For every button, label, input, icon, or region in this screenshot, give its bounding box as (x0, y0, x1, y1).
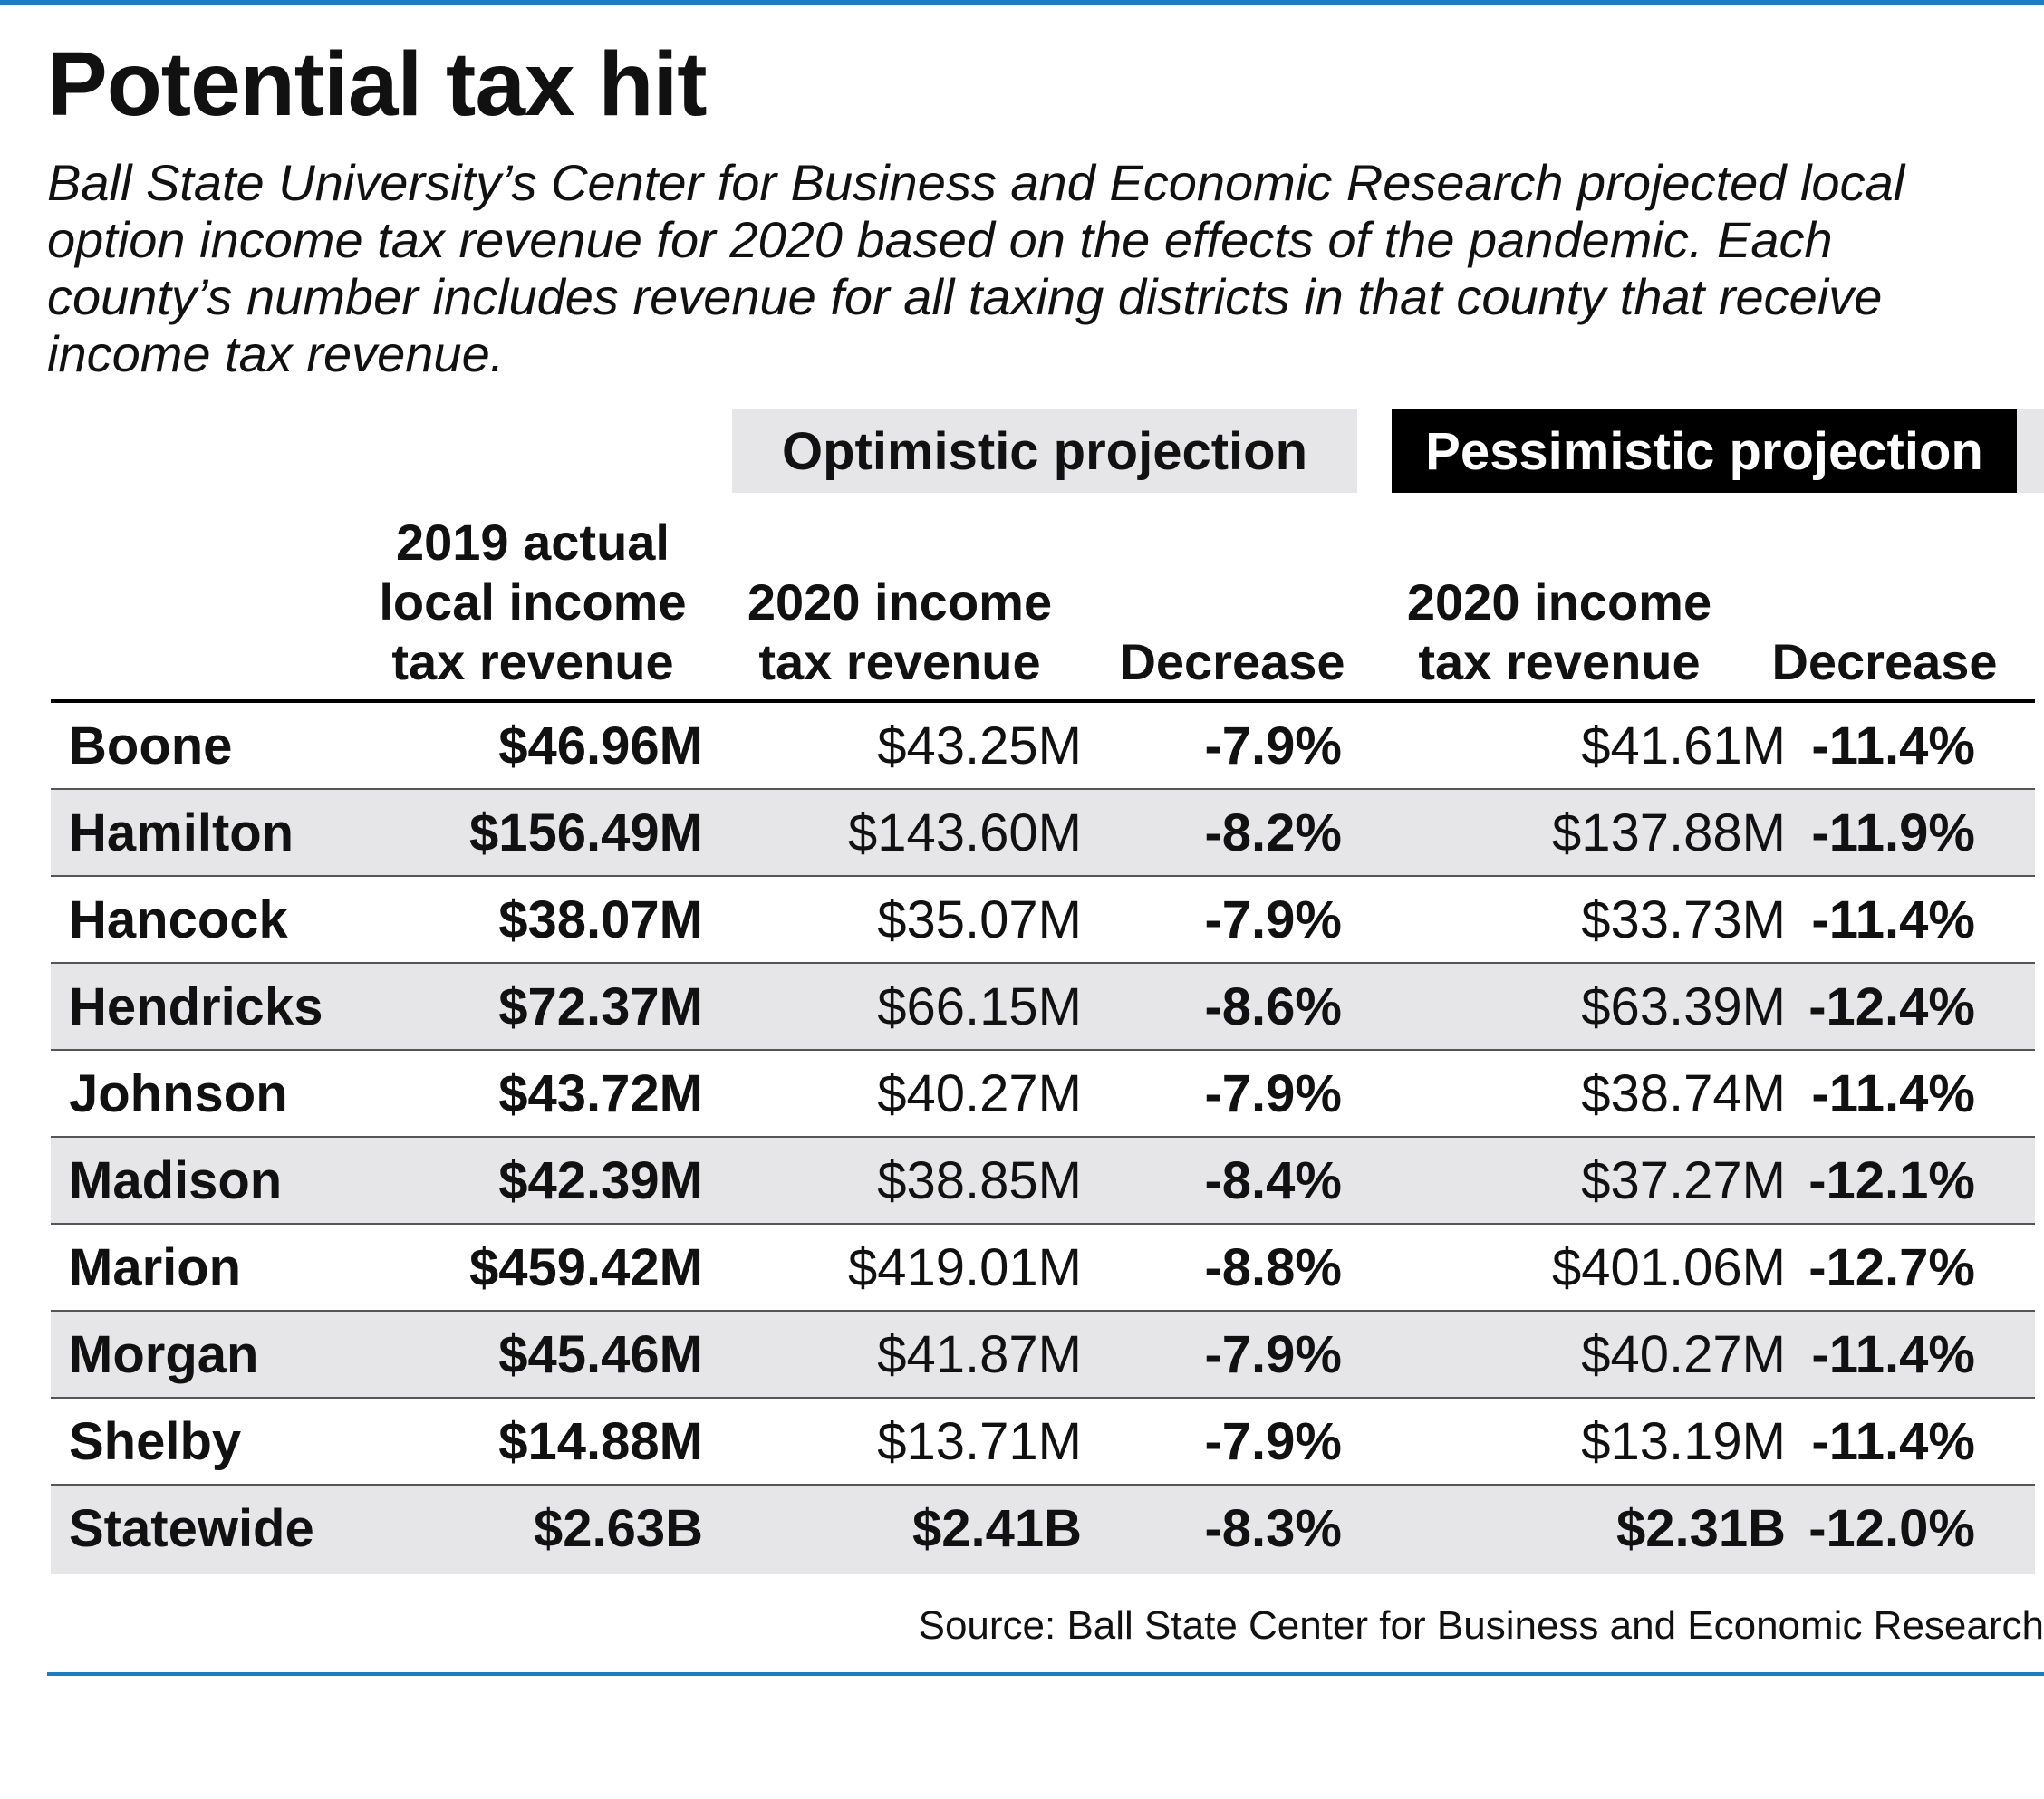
pessimistic-decrease-value: -12.7% (1808, 1238, 1975, 1297)
band-tail (2017, 409, 2044, 493)
pessimistic-revenue-value: $63.39M (1581, 977, 1786, 1036)
chart-subtitle: Ball State University’s Center for Busin… (47, 154, 1905, 382)
optimistic-revenue-value: $2.41B (911, 1499, 1082, 1558)
actual-2019-value: $72.37M (498, 977, 703, 1036)
optimistic-projection-header: Optimistic projection (732, 409, 1357, 493)
optimistic-decrease-value: -8.4% (1204, 1151, 1342, 1210)
table-row: Hamilton $156.49M $143.60M -8.2% $137.88M -11… (51, 790, 2035, 877)
actual-2019-value: $2.63B (533, 1499, 703, 1558)
optimistic-revenue-value: $13.71M (877, 1412, 1082, 1471)
pessimistic-decrease-value: -11.4% (1811, 1412, 1975, 1471)
table-row: Marion $459.42M $419.01M -8.8% $401.06M -12.7… (51, 1225, 2035, 1312)
band-gap (1357, 409, 1392, 493)
actual-2019-value: $43.72M (498, 1064, 703, 1123)
county-name: Hamilton (69, 803, 294, 862)
bottom-accent-rule (47, 1672, 2044, 1676)
optimistic-revenue-value: $38.85M (877, 1151, 1082, 1210)
column-header-2019-actual: 2019 actual local income tax revenue (379, 514, 687, 690)
actual-2019-value: $45.46M (498, 1325, 703, 1384)
actual-2019-value: $46.96M (498, 717, 703, 775)
optimistic-decrease-value: -7.9% (1204, 890, 1342, 949)
actual-2019-value: $459.42M (469, 1238, 703, 1297)
pessimistic-revenue-value: $40.27M (1581, 1325, 1786, 1384)
optimistic-decrease-value: -8.8% (1204, 1238, 1342, 1297)
optimistic-revenue-value: $143.60M (848, 803, 1082, 862)
county-name: Boone (69, 717, 233, 775)
optimistic-decrease-value: -7.9% (1204, 1064, 1342, 1123)
table-row: Statewide $2.63B $2.41B -8.3% $2.31B -12.0% (51, 1486, 2035, 1574)
pessimistic-revenue-value: $401.06M (1552, 1238, 1786, 1297)
column-header-optimistic-decrease: Decrease (1119, 633, 1345, 690)
pessimistic-decrease-value: -12.4% (1808, 977, 1975, 1036)
top-accent-rule (0, 0, 2044, 5)
table-row: Johnson $43.72M $40.27M -7.9% $38.74M -11.4% (51, 1051, 2035, 1138)
actual-2019-value: $42.39M (498, 1151, 703, 1210)
pessimistic-revenue-value: $41.61M (1581, 717, 1786, 775)
actual-2019-value: $156.49M (469, 803, 703, 862)
optimistic-revenue-value: $66.15M (877, 977, 1082, 1036)
optimistic-decrease-value: -8.6% (1204, 977, 1342, 1036)
column-header-pessimistic-decrease: Decrease (1771, 633, 1998, 690)
optimistic-decrease-value: -7.9% (1204, 1325, 1342, 1384)
table-row: Morgan $45.46M $41.87M -7.9% $40.27M -11.4% (51, 1312, 2035, 1399)
county-name: Morgan (69, 1325, 259, 1384)
county-name: Madison (69, 1151, 283, 1210)
column-header-optimistic-revenue: 2020 income tax revenue (747, 573, 1053, 690)
optimistic-decrease-value: -7.9% (1204, 717, 1342, 775)
optimistic-revenue-value: $419.01M (848, 1238, 1082, 1297)
source-note: Source: Ball State Center for Business a… (918, 1603, 2044, 1648)
county-name: Hancock (69, 890, 288, 949)
optimistic-revenue-value: $43.25M (877, 717, 1082, 775)
table-row: Madison $42.39M $38.85M -8.4% $37.27M -12.1% (51, 1138, 2035, 1225)
table-row: Shelby $14.88M $13.71M -7.9% $13.19M -11.4% (51, 1399, 2035, 1486)
county-name: Marion (69, 1238, 242, 1297)
pessimistic-decrease-value: -11.4% (1811, 890, 1975, 949)
county-name: Shelby (69, 1412, 242, 1471)
optimistic-revenue-value: $41.87M (877, 1325, 1082, 1384)
table-row: Boone $46.96M $43.25M -7.9% $41.61M -11.4% (51, 703, 2035, 790)
county-name: Hendricks (69, 977, 323, 1036)
pessimistic-decrease-value: -11.4% (1811, 717, 1975, 775)
pessimistic-revenue-value: $38.74M (1581, 1064, 1786, 1123)
pessimistic-decrease-value: -12.0% (1808, 1499, 1975, 1558)
optimistic-decrease-value: -8.3% (1204, 1499, 1342, 1558)
optimistic-revenue-value: $40.27M (877, 1064, 1082, 1123)
actual-2019-value: $14.88M (498, 1412, 703, 1471)
column-header-pessimistic-revenue: 2020 income tax revenue (1406, 573, 1712, 690)
optimistic-revenue-value: $35.07M (877, 890, 1082, 949)
county-name: Johnson (69, 1064, 288, 1123)
optimistic-decrease-value: -8.2% (1204, 803, 1342, 862)
table-row: Hendricks $72.37M $66.15M -8.6% $63.39M -12.4… (51, 964, 2035, 1051)
pessimistic-revenue-value: $37.27M (1581, 1151, 1786, 1210)
optimistic-decrease-value: -7.9% (1204, 1412, 1342, 1471)
table-row: Hancock $38.07M $35.07M -7.9% $33.73M -11.4% (51, 877, 2035, 964)
pessimistic-decrease-value: -11.4% (1811, 1064, 1975, 1123)
pessimistic-decrease-value: -11.9% (1811, 803, 1975, 862)
county-name: Statewide (69, 1499, 314, 1558)
pessimistic-revenue-value: $2.31B (1615, 1499, 1786, 1558)
pessimistic-revenue-value: $33.73M (1581, 890, 1786, 949)
header-divider (51, 699, 2035, 703)
data-table: Boone $46.96M $43.25M -7.9% $41.61M -11.4% Ham… (51, 703, 2035, 1574)
pessimistic-projection-header: Pessimistic projection (1392, 409, 2017, 493)
chart-title: Potential tax hit (47, 34, 708, 135)
pessimistic-decrease-value: -11.4% (1811, 1325, 1975, 1384)
pessimistic-decrease-value: -12.1% (1808, 1151, 1975, 1210)
pessimistic-revenue-value: $137.88M (1552, 803, 1786, 862)
actual-2019-value: $38.07M (498, 890, 703, 949)
pessimistic-revenue-value: $13.19M (1581, 1412, 1786, 1471)
